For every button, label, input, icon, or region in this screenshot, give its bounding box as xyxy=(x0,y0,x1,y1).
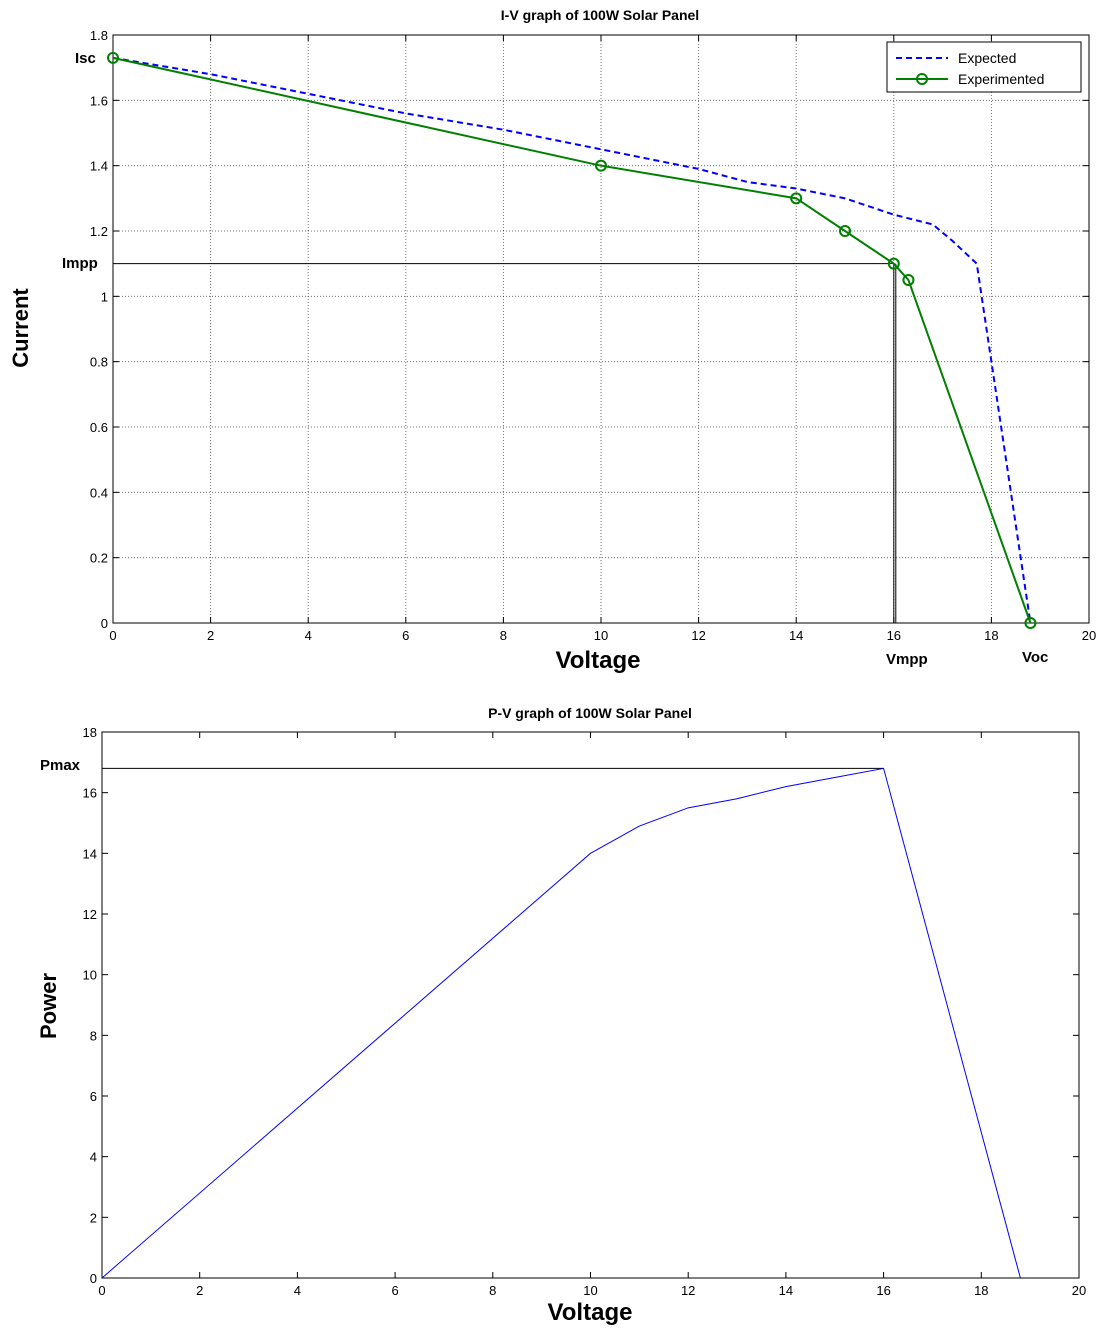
iv-ticks xyxy=(112,34,1090,624)
iv-x-axis-label: Voltage xyxy=(556,647,641,674)
legend-experimented-marker xyxy=(916,73,928,85)
iv-y-tick-label: 1.2 xyxy=(90,224,108,239)
iv-chart: I-V graph of 100W Solar Panel 0 2 4 6 8 10 12 1… xyxy=(8,7,1096,674)
pv-x-tick-label: 4 xyxy=(294,1283,301,1298)
pv-x-tick-label: 6 xyxy=(391,1283,398,1298)
pv-y-tick-label: 4 xyxy=(90,1150,97,1165)
pv-series xyxy=(101,767,1021,1279)
iv-series-experimented-line xyxy=(112,56,1032,624)
iv-x-tick-label: 18 xyxy=(984,628,998,643)
pv-y-tick-label: 16 xyxy=(83,786,97,801)
pv-x-tick-label: 2 xyxy=(196,1283,203,1298)
pv-x-tick-label: 8 xyxy=(489,1283,496,1298)
iv-x-tick-label: 14 xyxy=(789,628,803,643)
pv-chart: P-V graph of 100W Solar Panel 0 2 4 6 8 10 12 1… xyxy=(36,705,1086,1326)
pv-x-tick-label: 10 xyxy=(583,1283,597,1298)
iv-series xyxy=(107,51,1037,629)
pv-x-tick-labels: 0 2 4 6 8 10 12 14 16 18 20 xyxy=(98,1283,1086,1298)
iv-data-point xyxy=(839,225,851,237)
pv-ticks xyxy=(101,731,1080,1279)
iv-x-tick-label: 12 xyxy=(691,628,705,643)
iv-y-tick-label: 0.6 xyxy=(90,420,108,435)
vmpp-annotation: Vmpp xyxy=(886,651,928,668)
iv-x-tick-label: 0 xyxy=(109,628,116,643)
pv-x-tick-label: 0 xyxy=(98,1283,105,1298)
legend-experimented-label: Experimented xyxy=(958,71,1044,87)
voc-annotation: Voc xyxy=(1022,649,1048,666)
iv-y-tick-labels: 0 0.2 0.4 0.6 0.8 1 1.2 1.4 1.6 1.8 xyxy=(90,28,108,631)
iv-data-point xyxy=(595,159,607,172)
pv-y-tick-label: 6 xyxy=(90,1089,97,1104)
iv-y-tick-label: 0 xyxy=(101,616,108,631)
pv-y-tick-label: 10 xyxy=(83,968,97,983)
iv-chart-title: I-V graph of 100W Solar Panel xyxy=(501,7,699,23)
iv-y-tick-label: 1.4 xyxy=(90,159,108,174)
pv-y-tick-label: 18 xyxy=(83,725,97,740)
impp-annotation: Impp xyxy=(62,255,98,272)
pv-chart-title: P-V graph of 100W Solar Panel xyxy=(488,705,692,721)
iv-data-point xyxy=(902,274,915,286)
pv-x-axis-label: Voltage xyxy=(548,1299,633,1326)
iv-x-tick-label: 4 xyxy=(305,628,312,643)
iv-y-axis-label: Current xyxy=(8,288,33,368)
iv-x-tick-label: 2 xyxy=(207,628,214,643)
iv-y-tick-label: 1.6 xyxy=(90,93,108,108)
iv-x-tick-label: 8 xyxy=(500,628,507,643)
pv-x-tick-label: 14 xyxy=(779,1283,793,1298)
pv-y-tick-label: 8 xyxy=(90,1028,97,1043)
iv-x-tick-label: 20 xyxy=(1082,628,1096,643)
iv-series-expected-line xyxy=(112,56,1032,624)
pv-x-tick-label: 12 xyxy=(681,1283,695,1298)
iv-data-point xyxy=(107,51,119,64)
iv-x-tick-labels: 0 2 4 6 8 10 12 14 16 18 20 xyxy=(109,628,1096,643)
iv-legend: Expected Experimented xyxy=(886,41,1082,93)
iv-x-tick-label: 6 xyxy=(402,628,409,643)
iv-reference-lines xyxy=(113,263,897,623)
iv-x-tick-label: 16 xyxy=(887,628,901,643)
pv-y-tick-label: 14 xyxy=(83,846,97,861)
iv-y-tick-label: 1 xyxy=(101,289,108,304)
pv-x-tick-label: 18 xyxy=(974,1283,988,1298)
legend-expected-label: Expected xyxy=(958,50,1016,66)
pv-y-tick-label: 12 xyxy=(83,907,97,922)
iv-y-tick-label: 0.2 xyxy=(90,551,108,566)
pv-y-tick-labels: 0 2 4 6 8 10 12 14 16 18 xyxy=(83,725,97,1286)
pv-x-tick-label: 16 xyxy=(876,1283,890,1298)
pv-y-tick-label: 0 xyxy=(90,1271,97,1286)
pv-x-tick-label: 20 xyxy=(1072,1283,1086,1298)
iv-grid xyxy=(113,35,1089,623)
iv-y-tick-label: 0.8 xyxy=(90,355,108,370)
pv-series-power-line xyxy=(101,767,1021,1279)
iv-x-tick-label: 10 xyxy=(594,628,608,643)
iv-y-tick-label: 0.4 xyxy=(90,485,108,500)
iv-y-tick-label: 1.8 xyxy=(90,28,108,43)
pv-plot-frame xyxy=(101,731,1080,1279)
pv-y-tick-label: 2 xyxy=(90,1210,97,1225)
pv-y-axis-label: Power xyxy=(36,973,61,1039)
pmax-annotation: Pmax xyxy=(40,757,81,774)
iv-data-point xyxy=(887,257,900,270)
iv-data-point xyxy=(790,192,803,205)
isc-annotation: Isc xyxy=(75,50,96,67)
iv-data-point xyxy=(1024,617,1037,629)
